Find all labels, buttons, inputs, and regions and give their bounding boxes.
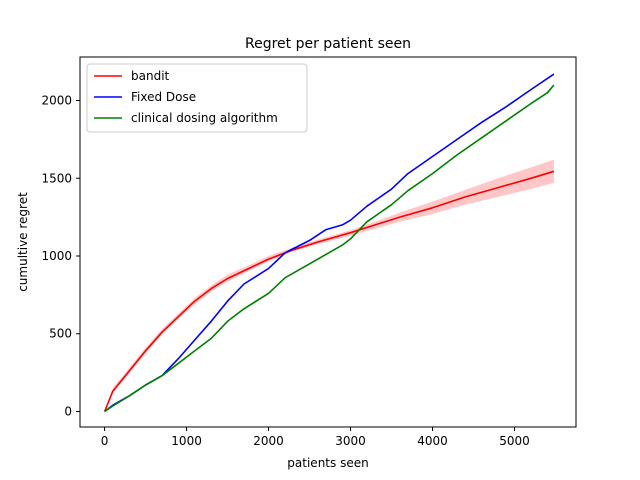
legend-label-2: clinical dosing algorithm bbox=[131, 111, 278, 125]
y-axis-label: cumultive regret bbox=[16, 192, 30, 292]
x-tick-label: 2000 bbox=[253, 434, 284, 448]
chart-title: Regret per patient seen bbox=[245, 36, 411, 52]
x-tick-label: 4000 bbox=[417, 434, 448, 448]
x-tick-label: 5000 bbox=[499, 434, 530, 448]
y-tick-label: 500 bbox=[49, 327, 72, 341]
y-tick-label: 0 bbox=[64, 404, 72, 418]
series-0-line bbox=[103, 170, 555, 412]
legend: bandit Fixed Dose clinical dosing algorith… bbox=[86, 63, 308, 133]
x-axis-label: patients seen bbox=[287, 456, 368, 470]
legend-box bbox=[86, 63, 308, 133]
x-tick-label: 3000 bbox=[335, 434, 366, 448]
x-tick-label: 1000 bbox=[171, 434, 202, 448]
series-lines bbox=[103, 73, 555, 413]
legend-label-1: Fixed Dose bbox=[131, 90, 196, 104]
y-tick-label: 2000 bbox=[41, 94, 72, 108]
y-tick-label: 1500 bbox=[41, 171, 72, 185]
plot-frame bbox=[79, 56, 577, 428]
legend-label-0: bandit bbox=[131, 69, 170, 83]
series-0-band bbox=[104, 159, 554, 412]
x-tick-label: 0 bbox=[101, 434, 109, 448]
y-axis-ticks: 0 500 1000 1500 2000 bbox=[41, 94, 80, 418]
series-2-line bbox=[104, 84, 555, 413]
x-axis-ticks: 0 1000 2000 3000 4000 5000 bbox=[101, 427, 530, 448]
y-tick-label: 1000 bbox=[41, 249, 72, 263]
confidence-bands bbox=[104, 159, 554, 412]
